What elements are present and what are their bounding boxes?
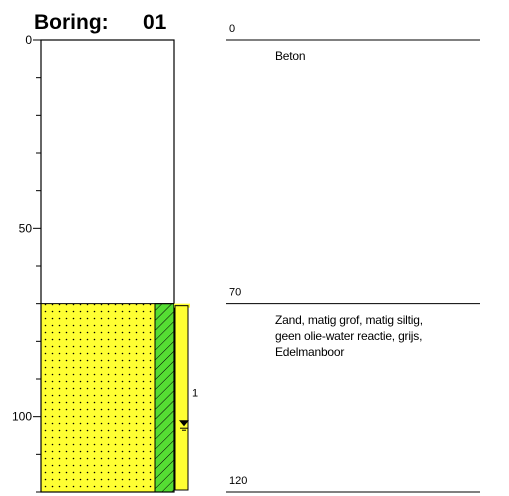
boring-number: 01 xyxy=(143,11,167,34)
hatched-strip-pattern xyxy=(154,303,175,493)
layer-description-line: Beton xyxy=(275,49,306,63)
layer-description-2: Zand, matig grof, matig siltig, geen olie… xyxy=(275,312,423,360)
layer-description-line: Zand, matig grof, matig siltig, xyxy=(275,312,423,327)
sample-bar xyxy=(174,305,189,491)
water-level-icon xyxy=(179,420,189,427)
soil-layer-pattern-2 xyxy=(41,303,155,492)
end-depth-label: 120 xyxy=(229,475,247,487)
soil-layers xyxy=(40,39,175,493)
axis-tick-label: 0 xyxy=(25,33,32,47)
sample-and-water: 1 xyxy=(174,303,198,491)
axis-tick-label: 100 xyxy=(12,410,32,424)
sample-number: 1 xyxy=(192,388,198,400)
layer-description-line: Edelmanboor xyxy=(275,344,345,359)
axis-tick-label: 50 xyxy=(19,221,33,235)
boring-label: Boring: xyxy=(34,11,109,34)
layer-boundaries: 0 70 120 xyxy=(226,23,480,493)
boundary-depth-label: 0 xyxy=(229,23,235,35)
depth-axis: 0 50 100 xyxy=(12,33,41,493)
boundary-depth-label: 70 xyxy=(229,287,241,299)
layer-description-1: Beton xyxy=(275,48,306,64)
layer-description-line: geen olie-water reactie, grijs, xyxy=(275,328,423,343)
soil-layer-1 xyxy=(41,40,174,304)
